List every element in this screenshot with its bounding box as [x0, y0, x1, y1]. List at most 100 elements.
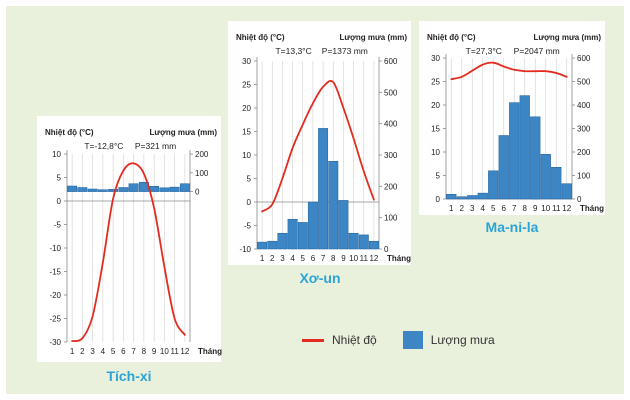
precipitation-bar	[328, 161, 339, 250]
temperature-tick-label: 0	[247, 198, 252, 207]
precipitation-bar	[509, 102, 520, 200]
precipitation-bar	[257, 241, 268, 250]
temperature-tick-label: -5	[54, 221, 62, 230]
month-tick-label: 2	[460, 204, 465, 213]
temp-axis-title: Nhiệt độ (°C)	[236, 33, 285, 42]
precipitation-bar	[179, 183, 190, 192]
temperature-tick-label: -25	[49, 315, 61, 324]
temperature-tick-label: -20	[49, 291, 61, 300]
precipitation-tick-label: 200	[577, 148, 591, 157]
month-tick-label: 9	[152, 347, 157, 356]
month-tick-label: 12	[562, 204, 571, 213]
precipitation-bar	[118, 187, 129, 192]
precipitation-bar	[540, 154, 551, 200]
annual-precipitation-label: P=2047 mm	[514, 46, 560, 56]
temperature-tick-label: 10	[52, 150, 61, 159]
temperature-tick-label: -10	[49, 244, 61, 253]
annual-temperature-label: T=27,3°C	[466, 46, 502, 56]
legend: Nhiệt độ Lượng mưa	[302, 328, 495, 352]
city-label-manila: Ma-ni-la	[485, 219, 539, 235]
precipitation-tick-label: 600	[384, 57, 398, 66]
temperature-tick-label: 15	[242, 128, 251, 137]
precipitation-bar	[67, 185, 78, 192]
month-tick-label: 2	[80, 347, 85, 356]
precipitation-bar	[267, 240, 278, 250]
temperature-tick-label: 25	[242, 81, 251, 90]
climate-chart-xoun: Nhiệt độ (°C) Lượng mưa (mm) T=13,3°C P=137…	[228, 21, 411, 265]
precipitation-bar	[467, 195, 478, 200]
month-tick-label: 10	[160, 347, 169, 356]
legend-temperature-label: Nhiệt độ	[332, 333, 377, 347]
precipitation-tick-label: 0	[195, 188, 200, 197]
month-tick-label: 7	[512, 204, 517, 213]
precipitation-bar	[477, 192, 488, 200]
climate-chart-manila: Nhiệt độ (°C) Lượng mưa (mm) T=27,3°C P=204…	[419, 21, 605, 215]
precipitation-tick-label: 600	[577, 54, 591, 63]
temperature-tick-label: -5	[244, 222, 252, 231]
month-tick-label: 4	[101, 347, 106, 356]
month-tick-label: 9	[341, 254, 346, 263]
month-tick-label: 11	[552, 204, 561, 213]
chart-svg-tichxi: Nhiệt độ (°C) Lượng mưa (mm) T=-12,8°C P=32…	[45, 128, 222, 356]
temperature-tick-label: 30	[431, 54, 440, 63]
rain-axis-title: Lượng mưa (mm)	[340, 33, 408, 42]
temperature-tick-label: 10	[431, 148, 440, 157]
temperature-tick-label: 0	[436, 195, 441, 204]
month-tick-label: 3	[280, 254, 285, 263]
precipitation-bar	[530, 116, 541, 200]
temperature-tick-label: 20	[431, 101, 440, 110]
temperature-tick-label: 5	[57, 174, 62, 183]
month-tick-label: 5	[491, 204, 496, 213]
precipitation-bar	[446, 194, 457, 200]
precipitation-tick-label: 0	[577, 195, 582, 204]
precipitation-bar	[456, 196, 467, 200]
month-tick-label: 8	[331, 254, 336, 263]
legend-precipitation-label: Lượng mưa	[430, 333, 495, 347]
precipitation-bar	[488, 170, 499, 200]
precipitation-bar	[358, 234, 369, 250]
month-tick-label: 2	[270, 254, 275, 263]
precipitation-tick-label: 100	[195, 169, 209, 178]
precipitation-bar	[128, 183, 139, 192]
month-tick-label: 6	[121, 347, 126, 356]
temperature-tick-label: 30	[242, 57, 251, 66]
city-label-xoun: Xơ-un	[299, 270, 341, 286]
precipitation-bar	[551, 167, 562, 200]
precipitation-tick-label: 200	[195, 150, 209, 159]
temperature-tick-label: -30	[49, 338, 61, 347]
month-tick-label: 5	[301, 254, 306, 263]
annual-temperature-label: T=13,3°C	[275, 46, 311, 56]
temperature-tick-label: 10	[242, 151, 251, 160]
month-axis-title: Tháng	[198, 347, 222, 356]
precipitation-bar	[519, 95, 530, 200]
precipitation-tick-label: 400	[577, 101, 591, 110]
precipitation-tick-label: 500	[384, 88, 398, 97]
legend-precipitation-swatch	[402, 331, 423, 349]
temperature-tick-label: 0	[57, 197, 62, 206]
temperature-tick-label: 5	[247, 175, 252, 184]
month-tick-label: 8	[142, 347, 147, 356]
month-tick-label: 7	[321, 254, 326, 263]
precipitation-bar	[498, 135, 509, 200]
month-tick-label: 6	[311, 254, 316, 263]
month-tick-label: 7	[131, 347, 136, 356]
temp-axis-title: Nhiệt độ (°C)	[427, 33, 476, 42]
month-axis-title: Tháng	[580, 204, 604, 213]
temperature-line	[450, 61, 568, 81]
month-tick-label: 4	[481, 204, 486, 213]
city-label-tichxi: Tích-xi	[106, 368, 152, 384]
month-tick-label: 4	[290, 254, 295, 263]
legend-temperature-swatch	[302, 338, 324, 342]
precipitation-bar	[561, 183, 572, 200]
month-tick-label: 1	[449, 204, 454, 213]
precipitation-tick-label: 0	[384, 245, 389, 254]
precipitation-bar	[159, 187, 170, 192]
precipitation-bar	[287, 218, 298, 250]
precipitation-bar	[318, 128, 329, 250]
precipitation-bar	[169, 186, 180, 192]
month-tick-label: 10	[541, 204, 550, 213]
precipitation-bar	[297, 222, 308, 250]
figure-background: Nhiệt độ (°C) Lượng mưa (mm) T=-12,8°C P=32…	[6, 6, 624, 394]
precipitation-bar	[338, 200, 349, 250]
precipitation-bar	[277, 233, 288, 250]
